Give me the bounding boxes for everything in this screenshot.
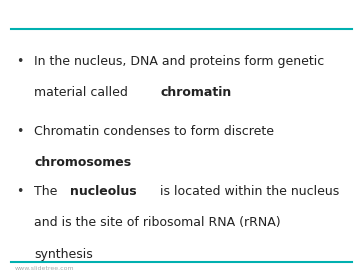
Text: and is the site of ribosomal RNA (rRNA): and is the site of ribosomal RNA (rRNA) — [34, 216, 281, 229]
Text: chromatin: chromatin — [161, 86, 232, 99]
Text: Chromatin condenses to form discrete: Chromatin condenses to form discrete — [34, 125, 274, 138]
Text: •: • — [16, 55, 24, 68]
Text: The: The — [34, 185, 62, 198]
Text: synthesis: synthesis — [34, 248, 93, 261]
Text: •: • — [16, 185, 24, 198]
Text: In the nucleus, DNA and proteins form genetic: In the nucleus, DNA and proteins form ge… — [34, 55, 325, 68]
Text: is located within the nucleus: is located within the nucleus — [156, 185, 339, 198]
Text: www.slidetree.com: www.slidetree.com — [15, 266, 74, 271]
Text: nucleolus: nucleolus — [70, 185, 136, 198]
Text: chromosomes: chromosomes — [34, 156, 132, 169]
Text: material called: material called — [34, 86, 132, 99]
Text: •: • — [16, 125, 24, 138]
